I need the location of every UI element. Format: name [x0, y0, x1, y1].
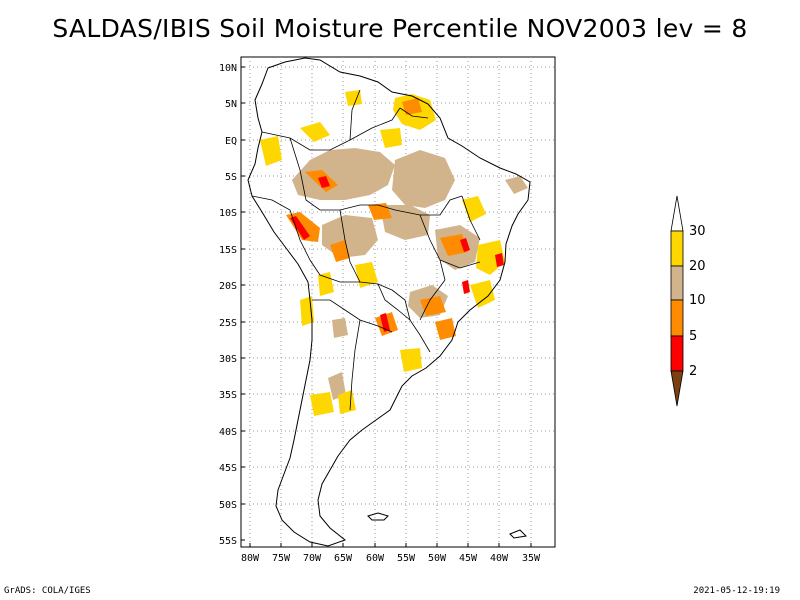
lon-label: 40W — [490, 553, 509, 564]
footer-credit: GrADS: COLA/IGES — [4, 586, 91, 596]
shade-gold-colombia — [260, 136, 282, 166]
colorbar-swatch-gold — [670, 230, 684, 267]
shade-gold-east — [462, 196, 486, 222]
shade-tan-mato-grosso — [380, 205, 430, 240]
lat-label: 5N — [225, 99, 237, 110]
shade-orange-bolivia — [330, 240, 350, 262]
colorbar-label: 20 — [689, 259, 706, 274]
shade-gold-north — [300, 122, 330, 142]
colorbar-swatch-red — [670, 335, 684, 372]
shade-red-east — [460, 238, 470, 252]
shade-gold-north2 — [345, 90, 362, 106]
lon-label: 65W — [334, 553, 353, 564]
shade-tan-central — [392, 150, 455, 208]
colorbar-swatch-orange — [670, 299, 684, 337]
shade-orange-east — [440, 234, 468, 256]
caribbean-island-coast — [509, 529, 528, 539]
lon-label: 50W — [428, 553, 447, 564]
lat-label: 45S — [219, 463, 237, 474]
colorbar-label: 2 — [689, 364, 697, 379]
lat-label: 5S — [225, 172, 237, 183]
shade-gold-paraguay — [355, 262, 378, 288]
shade-gold-arg — [310, 392, 334, 416]
lon-label: 75W — [272, 553, 291, 564]
colorbar-label: 5 — [689, 329, 697, 344]
lat-label: 55S — [219, 536, 237, 547]
shade-gold-amapa — [380, 128, 402, 148]
colorbar-legend: 30 20 10 5 2 — [670, 195, 706, 407]
shade-gold-arg2 — [338, 390, 356, 414]
page-title: SALDAS/IBIS Soil Moisture Percentile NOV… — [52, 14, 748, 43]
lat-label: EQ — [225, 136, 237, 147]
coastline — [247, 57, 531, 547]
lon-label: 45W — [459, 553, 478, 564]
lat-label: 15S — [219, 245, 237, 256]
colorbar-label: 10 — [689, 293, 706, 308]
axis-ticks — [241, 66, 532, 547]
lat-label: 35S — [219, 390, 237, 401]
colorbar-top-arrow — [670, 195, 684, 232]
shade-red-bahia — [495, 253, 504, 267]
shade-tan-northeast — [505, 176, 528, 194]
shade-red-amazon — [318, 176, 330, 188]
lon-label: 80W — [241, 553, 260, 564]
shade-gold-rs — [400, 348, 422, 372]
shade-tan-argentina — [328, 372, 346, 400]
lon-label: 35W — [522, 553, 541, 564]
colorbar-bottom-arrow — [670, 370, 684, 407]
lat-label: 10S — [219, 208, 237, 219]
shade-orange-south — [420, 296, 446, 316]
colorbar-label: 30 — [689, 224, 706, 239]
lat-label: 50S — [219, 500, 237, 511]
shade-orange-sp — [435, 318, 456, 340]
shade-red-mg — [462, 280, 470, 294]
shade-tan-patagonia — [332, 318, 348, 338]
footer-timestamp: 2021-05-12-19:19 — [693, 586, 780, 596]
longitude-labels: 80W 75W 70W 65W 60W 55W 50W 45W 40W 35W — [241, 553, 541, 564]
shade-red-peru — [290, 216, 310, 240]
shade-gold-rio — [470, 280, 495, 308]
shade-gold-andes — [318, 272, 334, 296]
country-borders — [251, 89, 481, 411]
latitude-labels: 10N 5N EQ 5S 10S 15S 20S 25S 30S 35S 40S… — [219, 63, 237, 547]
lat-label: 25S — [219, 318, 237, 329]
shade-red-parana — [380, 313, 390, 332]
lon-label: 60W — [366, 553, 385, 564]
colorbar-swatch-tan — [670, 265, 684, 301]
falklands-coast — [367, 512, 389, 521]
shade-orange-guiana — [402, 98, 422, 115]
lon-label: 55W — [397, 553, 416, 564]
lat-label: 40S — [219, 427, 237, 438]
lat-label: 10N — [219, 63, 237, 74]
lat-label: 20S — [219, 281, 237, 292]
south-america-coast — [247, 57, 531, 547]
percentile-shading — [260, 90, 528, 416]
lat-label: 30S — [219, 354, 237, 365]
shade-tan-amazon — [292, 148, 395, 200]
lon-label: 70W — [303, 553, 322, 564]
